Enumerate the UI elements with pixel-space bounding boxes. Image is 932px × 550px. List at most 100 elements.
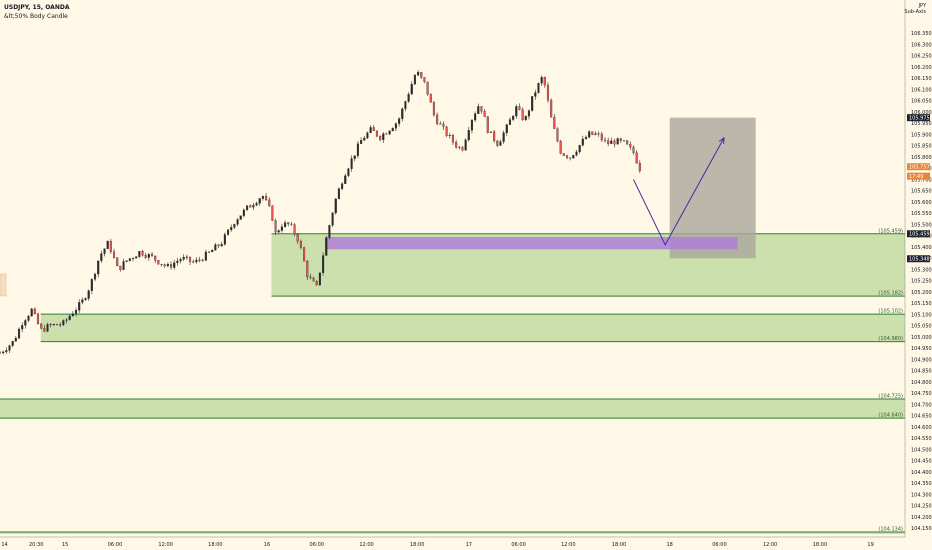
candle-body-2[interactable] xyxy=(5,350,8,353)
candle-body-99[interactable] xyxy=(312,277,315,282)
candle-body-183[interactable] xyxy=(578,144,581,153)
candle-body-85[interactable] xyxy=(268,199,271,206)
candle-body-11[interactable] xyxy=(33,308,36,315)
candle-body-101[interactable] xyxy=(318,272,321,286)
candle-body-123[interactable] xyxy=(388,130,391,135)
candle-body-16[interactable] xyxy=(49,324,52,326)
candle-body-140[interactable] xyxy=(442,123,445,128)
candle-body-142[interactable] xyxy=(448,135,451,136)
candle-body-173[interactable] xyxy=(546,84,550,101)
candle-body-98[interactable] xyxy=(309,276,312,279)
candle-body-108[interactable] xyxy=(341,183,344,189)
candle-body-191[interactable] xyxy=(603,139,607,141)
candle-body-84[interactable] xyxy=(265,196,268,201)
candle-body-10[interactable] xyxy=(30,308,33,317)
price-marker-1[interactable] xyxy=(907,163,930,171)
candle-body-38[interactable] xyxy=(119,265,122,270)
candle-body-88[interactable] xyxy=(277,230,280,233)
candle-body-135[interactable] xyxy=(426,81,429,95)
candle-body-138[interactable] xyxy=(436,114,439,124)
candle-body-149[interactable] xyxy=(470,119,474,131)
candle-body-175[interactable] xyxy=(553,117,556,129)
candle-body-196[interactable] xyxy=(619,138,622,141)
candle-body-91[interactable] xyxy=(287,222,290,225)
candle-body-60[interactable] xyxy=(188,256,192,262)
candle-body-118[interactable] xyxy=(372,127,375,131)
candle-body-95[interactable] xyxy=(299,241,302,248)
candle-body-151[interactable] xyxy=(477,106,480,114)
candle-body-49[interactable] xyxy=(154,255,157,261)
candle-body-150[interactable] xyxy=(474,113,477,121)
candle-body-201[interactable] xyxy=(635,152,638,164)
candle-body-143[interactable] xyxy=(451,135,455,143)
price-marker-0[interactable] xyxy=(907,114,930,122)
symbol-title[interactable]: USDJPY, 15, OANDA xyxy=(4,4,70,11)
candle-body-136[interactable] xyxy=(429,94,432,103)
candle-body-184[interactable] xyxy=(581,138,584,146)
candle-body-199[interactable] xyxy=(629,144,632,148)
candle-body-190[interactable] xyxy=(600,133,603,141)
candle-body-81[interactable] xyxy=(255,203,258,206)
candle-body-92[interactable] xyxy=(290,223,293,225)
candle-body-163[interactable] xyxy=(515,106,518,117)
candle-body-77[interactable] xyxy=(242,209,245,216)
candle-body-133[interactable] xyxy=(420,72,423,78)
candle-body-89[interactable] xyxy=(280,226,283,231)
candle-body-50[interactable] xyxy=(157,260,160,265)
candle-body-154[interactable] xyxy=(486,116,489,133)
candle-body-28[interactable] xyxy=(87,290,90,299)
candle-body-125[interactable] xyxy=(394,123,397,129)
candle-body-192[interactable] xyxy=(607,140,610,144)
candle-body-120[interactable] xyxy=(379,135,382,140)
candle-body-131[interactable] xyxy=(413,75,416,85)
candle-body-4[interactable] xyxy=(11,341,14,346)
candle-body-180[interactable] xyxy=(569,157,572,159)
candle-body-119[interactable] xyxy=(375,130,378,137)
candle-body-185[interactable] xyxy=(584,137,588,140)
candle-body-71[interactable] xyxy=(223,234,226,245)
candle-body-153[interactable] xyxy=(483,111,486,117)
candle-body-56[interactable] xyxy=(176,260,179,263)
candle-body-86[interactable] xyxy=(271,205,274,221)
candle-body-41[interactable] xyxy=(128,258,131,261)
candle-body-48[interactable] xyxy=(150,254,154,257)
zone-1[interactable] xyxy=(40,314,906,342)
candle-body-176[interactable] xyxy=(556,128,559,142)
candle-body-80[interactable] xyxy=(252,205,255,208)
candle-body-79[interactable] xyxy=(249,205,252,208)
candle-body-39[interactable] xyxy=(122,261,125,270)
candle-body-36[interactable] xyxy=(112,251,116,258)
candle-body-57[interactable] xyxy=(179,259,182,262)
candle-body-179[interactable] xyxy=(565,155,569,158)
price-marker-4[interactable] xyxy=(907,255,930,263)
candle-body-12[interactable] xyxy=(36,313,40,325)
candle-body-168[interactable] xyxy=(531,96,534,111)
candle-body-170[interactable] xyxy=(537,83,540,93)
candle-body-47[interactable] xyxy=(147,254,150,258)
candle-body-164[interactable] xyxy=(518,106,521,110)
candle-body-25[interactable] xyxy=(78,302,81,311)
candle-body-97[interactable] xyxy=(306,261,309,278)
candle-body-132[interactable] xyxy=(417,72,420,76)
candle-body-160[interactable] xyxy=(505,124,508,134)
candle-body-134[interactable] xyxy=(423,77,426,83)
candle-body-37[interactable] xyxy=(116,257,119,267)
purple-zone[interactable] xyxy=(325,236,738,250)
candle-body-90[interactable] xyxy=(284,222,287,227)
candle-body-169[interactable] xyxy=(534,92,537,97)
candle-body-21[interactable] xyxy=(65,319,68,321)
candle-body-171[interactable] xyxy=(540,77,543,84)
candle-body-178[interactable] xyxy=(562,153,565,156)
candle-body-62[interactable] xyxy=(195,259,198,263)
candle-body-121[interactable] xyxy=(382,133,385,140)
candle-body-8[interactable] xyxy=(24,320,27,326)
candle-body-26[interactable] xyxy=(81,299,84,303)
candle-body-187[interactable] xyxy=(591,131,594,135)
candle-body-188[interactable] xyxy=(594,133,597,135)
candle-body-22[interactable] xyxy=(68,315,71,320)
candle-body-3[interactable] xyxy=(8,345,11,351)
candle-body-35[interactable] xyxy=(109,241,112,252)
candle-body-115[interactable] xyxy=(363,137,366,141)
candle-body-33[interactable] xyxy=(103,248,106,254)
candle-body-23[interactable] xyxy=(71,313,74,317)
